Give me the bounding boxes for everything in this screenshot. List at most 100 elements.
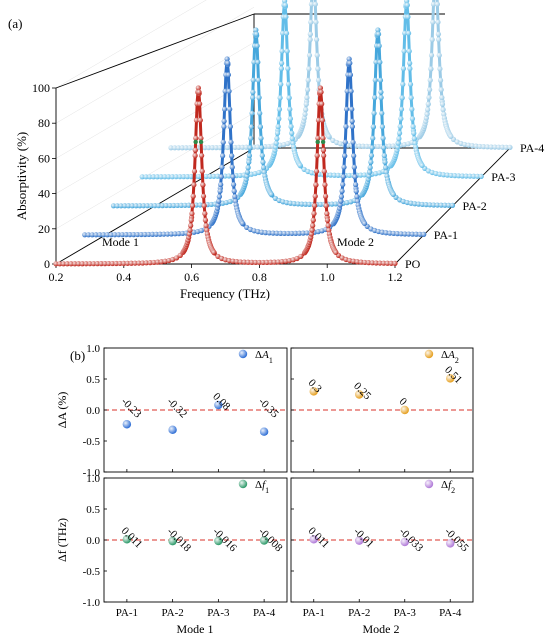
layer-label-pa-4: PA-4 <box>520 141 544 155</box>
data-point-highlight <box>301 115 307 121</box>
data-point-highlight <box>113 260 119 267</box>
data-point-highlight <box>64 261 70 267</box>
data-point-highlight <box>427 202 433 208</box>
data-point-highlight <box>396 135 402 142</box>
data-point-highlight <box>199 153 205 159</box>
data-point-highlight <box>258 135 264 141</box>
data-point-highlight <box>197 117 203 123</box>
data-point-highlight <box>127 232 133 238</box>
data-point-highlight <box>156 203 162 209</box>
data-point-highlight <box>341 164 347 170</box>
subpanel-bottom-left: 1.00.50.0-0.5-1.0PA-1 PA-2 PA-3 PA-40.011 -0… <box>83 473 288 619</box>
x-tick-label: PA-4 <box>439 607 462 619</box>
data-point-highlight <box>459 173 466 179</box>
y-tick-label: -1.0 <box>83 467 101 479</box>
data-point-highlight <box>293 230 299 236</box>
data-point-highlight <box>313 182 319 188</box>
data-point-highlight <box>284 48 290 54</box>
data-point-highlight <box>178 202 184 209</box>
data-point-highlight <box>264 259 270 265</box>
legend-label: Δf2 <box>441 479 455 495</box>
data-point-highlight <box>408 95 414 101</box>
data-point-highlight <box>378 95 384 101</box>
data-point-highlight <box>286 95 292 101</box>
data-point-highlight <box>425 106 431 113</box>
data-point-highlight <box>315 66 321 72</box>
data-point-highlight <box>398 106 405 112</box>
y-tick-label: 0.0 <box>86 535 100 547</box>
y-tick-label: -0.5 <box>83 436 101 448</box>
data-point-highlight <box>307 31 313 37</box>
data-point-highlight <box>298 253 304 260</box>
data-point-highlight <box>181 174 187 180</box>
data-point-highlight <box>335 172 341 178</box>
x-tick-label: PA-2 <box>348 607 370 619</box>
data-point-highlight <box>407 81 414 87</box>
data-point-highlight <box>76 261 82 267</box>
panel-a-label: (a) <box>8 16 22 31</box>
data-point-highlight <box>147 260 153 266</box>
data-point-highlight <box>230 258 236 264</box>
data-point-highlight <box>373 59 379 65</box>
data-point-highlight <box>214 400 223 410</box>
data-point-highlight <box>370 124 377 130</box>
data-point-highlight <box>109 260 116 267</box>
data-point-highlight <box>287 200 294 206</box>
data-point-highlight <box>248 124 254 130</box>
data-label: 0.011 <box>306 525 332 551</box>
data-point-highlight <box>57 261 63 267</box>
data-point-highlight <box>168 231 174 237</box>
data-point-highlight <box>364 143 370 149</box>
data-point-highlight <box>214 536 223 546</box>
data-point-highlight <box>159 203 166 209</box>
data-point-highlight <box>278 230 284 236</box>
legend-marker-highlight <box>424 349 434 359</box>
data-point-highlight <box>368 159 374 165</box>
data-point-highlight <box>392 260 398 267</box>
data-point-highlight <box>430 1 437 7</box>
data-point-highlight <box>323 203 329 209</box>
data-point-highlight <box>138 231 144 238</box>
data-point-highlight <box>349 118 355 124</box>
data-point-highlight <box>463 173 469 179</box>
data-point-highlight <box>259 229 265 235</box>
data-point-highlight <box>366 173 372 179</box>
data-point-highlight <box>280 30 286 36</box>
data-point-highlight <box>262 230 269 236</box>
data-point-highlight <box>278 66 285 72</box>
data-point-highlight <box>146 231 152 238</box>
data-point-highlight <box>289 130 295 136</box>
data-point-highlight <box>200 193 207 199</box>
data-point-highlight <box>169 174 175 180</box>
data-point-highlight <box>165 231 171 237</box>
data-point-highlight <box>132 260 138 266</box>
data-point-highlight <box>168 536 177 546</box>
data-point-highlight <box>219 164 225 170</box>
data-point-highlight <box>366 169 373 175</box>
data-point-highlight <box>398 116 404 122</box>
data-point-highlight <box>184 174 191 180</box>
data-point-highlight <box>112 232 118 238</box>
data-point-highlight <box>108 232 114 238</box>
data-point-highlight <box>496 144 502 150</box>
data-point-highlight <box>133 203 139 209</box>
data-point-highlight <box>312 1 318 7</box>
data-point-highlight <box>68 261 74 267</box>
data-point-highlight <box>232 144 238 151</box>
data-point-highlight <box>177 174 183 180</box>
data-point-highlight <box>305 77 311 83</box>
data-point-highlight <box>437 66 443 72</box>
data-point-highlight <box>274 230 280 236</box>
subpanel-top-left: 1.0 0.5 0.0 -0.5 -1.0 -0.23 -0.32 0.08 -0.35 ΔA1 <box>83 343 288 479</box>
data-point-highlight <box>309 387 318 396</box>
data-point-highlight <box>322 193 329 199</box>
data-point-highlight <box>147 174 153 180</box>
data-point-highlight <box>239 144 246 150</box>
data-point-highlight <box>399 95 405 101</box>
data-point-highlight <box>150 174 157 180</box>
x-ticks: 0.2 0.4 0.6 0.8 1.0 1.2 <box>49 264 403 284</box>
data-point-highlight <box>351 164 357 170</box>
data-point-highlight <box>279 48 285 54</box>
data-point-highlight <box>151 259 157 266</box>
